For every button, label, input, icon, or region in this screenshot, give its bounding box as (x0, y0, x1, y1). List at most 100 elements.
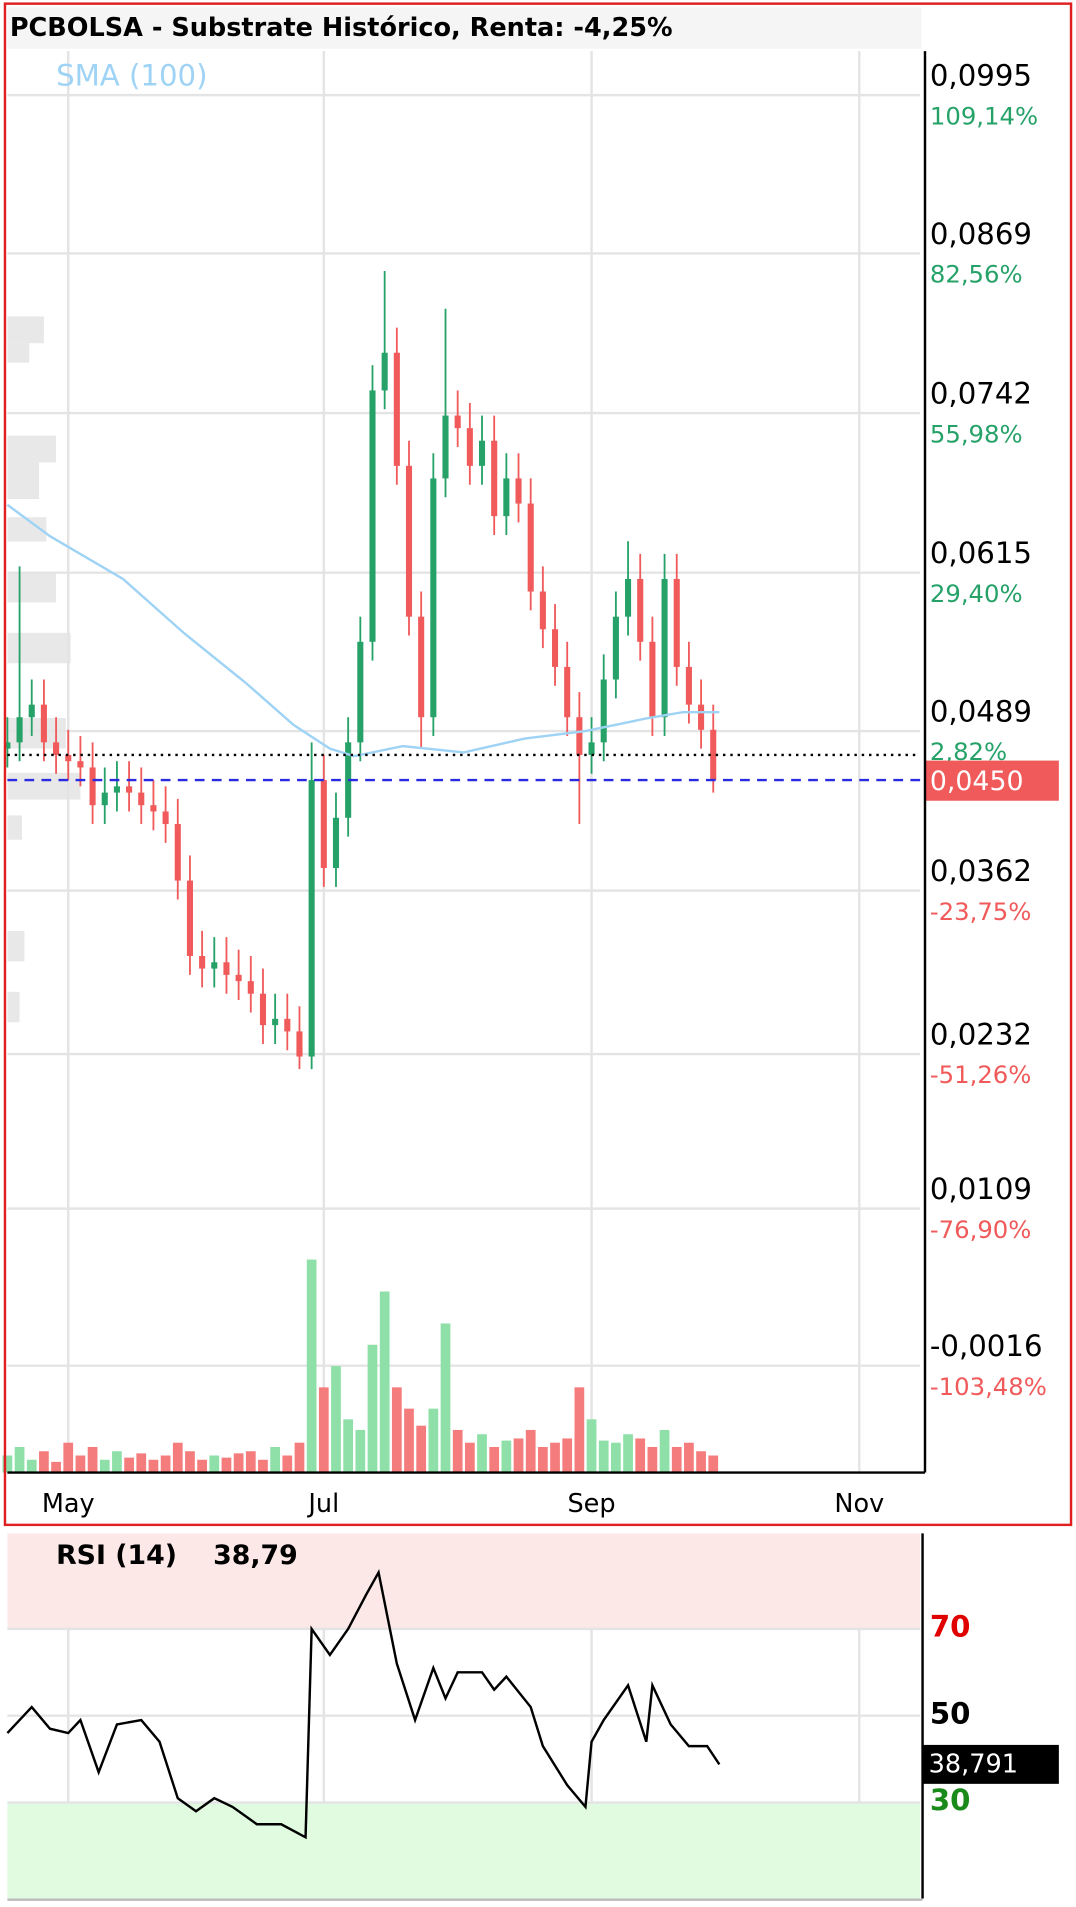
candle-body (235, 974, 242, 982)
volume-profile (7, 316, 81, 1023)
volume-bar (355, 1429, 366, 1473)
candle-body (332, 817, 340, 869)
volume-bar (367, 1344, 378, 1473)
volume-bar (160, 1455, 171, 1473)
legend-entry: SMA (100) (56, 58, 207, 92)
volume-bar (574, 1387, 585, 1473)
volume-bar (464, 1442, 475, 1473)
candle-body (40, 704, 47, 743)
volume-bar (513, 1438, 524, 1473)
candle-body (126, 786, 133, 793)
title-background (7, 7, 922, 49)
candle-body (4, 742, 11, 749)
y-percent-label: 29,40% (930, 579, 1023, 608)
candle-body (320, 780, 327, 869)
candle-body (186, 880, 193, 957)
volume-bar (684, 1442, 694, 1473)
volume-profile-bar (7, 632, 71, 664)
y-tick-label: 0,0232 (930, 1018, 1032, 1052)
x-tick-label: Jul (306, 1489, 339, 1519)
y-percent-label: -103,48% (930, 1372, 1047, 1401)
candle-body (211, 962, 218, 969)
volume-bar (598, 1440, 609, 1473)
volume-bar (197, 1459, 207, 1473)
y-tick-label: 0,0742 (930, 377, 1032, 411)
candle-body (199, 956, 206, 969)
candle-body (491, 440, 498, 517)
volume-bar (525, 1429, 536, 1473)
candle-body (296, 1031, 303, 1057)
volume-bar (696, 1451, 706, 1473)
y-tick-label: 0,0109 (930, 1172, 1032, 1206)
volume-bar (294, 1442, 305, 1473)
volume-profile-bar (7, 343, 30, 363)
volume-bar (245, 1451, 256, 1473)
candle-body (53, 742, 60, 755)
volume-bar (112, 1451, 122, 1473)
volume-bar (14, 1446, 25, 1473)
oversold-zone (7, 1802, 921, 1899)
candle-body (478, 440, 486, 466)
candle-body (588, 742, 595, 755)
volume-bar (318, 1387, 329, 1473)
volume-bar (233, 1453, 244, 1473)
candle-body (661, 578, 668, 718)
candle-body (28, 704, 35, 718)
candle-body (454, 415, 461, 429)
last-price-label: 0,0450 (930, 766, 1024, 797)
candle-body (89, 767, 96, 806)
candle-body (16, 717, 23, 743)
last-value-box (922, 1744, 1059, 1784)
volume-bar (75, 1455, 86, 1473)
overbought-zone (7, 1533, 921, 1629)
volume-bar (282, 1455, 293, 1473)
volume-bar (489, 1446, 500, 1473)
volume-bar (623, 1434, 633, 1473)
volume-bar (185, 1451, 195, 1473)
candle-body (174, 824, 181, 881)
rsi-title: RSI (14) (56, 1540, 177, 1571)
y-tick-label: 0,0869 (930, 217, 1032, 251)
volume-bar (221, 1457, 232, 1473)
candle-body (430, 478, 437, 718)
volume-bar (647, 1446, 658, 1473)
candle-body (698, 704, 705, 730)
volume-bar (331, 1366, 341, 1473)
volume-bar (538, 1446, 548, 1473)
volume-bar (2, 1455, 13, 1473)
volume-profile-bar (7, 930, 25, 962)
y-percent-label: -23,75% (930, 897, 1032, 926)
candle-body (612, 616, 619, 680)
panel-border (3, 2, 1073, 1527)
y-tick-label: 50 (930, 1696, 971, 1730)
candle-body (527, 503, 534, 592)
candle-body (539, 591, 546, 630)
volume-profile-bar (7, 815, 23, 840)
candle-body (551, 629, 559, 667)
candle-body (150, 805, 157, 812)
sma-line (6, 503, 720, 758)
candle-body (515, 478, 522, 504)
volume-bar (391, 1387, 402, 1473)
rsi-value-label: 38,79 (213, 1540, 298, 1571)
candle-body (138, 792, 145, 806)
volume-bar (306, 1259, 317, 1473)
volume-bar (258, 1459, 268, 1473)
y-tick-label: 30 (930, 1783, 971, 1817)
candle-body (113, 786, 120, 793)
y-tick-label: 0,0489 (930, 695, 1032, 729)
volume-bar (63, 1442, 74, 1473)
chart-title: PCBOLSA - Substrate Histórico, Renta: -4… (10, 13, 673, 43)
candle-body (600, 679, 607, 743)
volume-bar (99, 1459, 110, 1473)
volume-bar (635, 1438, 646, 1473)
y-percent-label: -76,90% (930, 1215, 1032, 1244)
candle-body (405, 465, 413, 617)
y-percent-label: 82,56% (930, 260, 1023, 289)
candle-body (625, 578, 632, 617)
candle-body (564, 666, 571, 718)
candle-body (637, 578, 644, 642)
volume-bar (428, 1408, 439, 1473)
volume-profile-bar (7, 772, 81, 800)
volume-bar (209, 1455, 220, 1473)
